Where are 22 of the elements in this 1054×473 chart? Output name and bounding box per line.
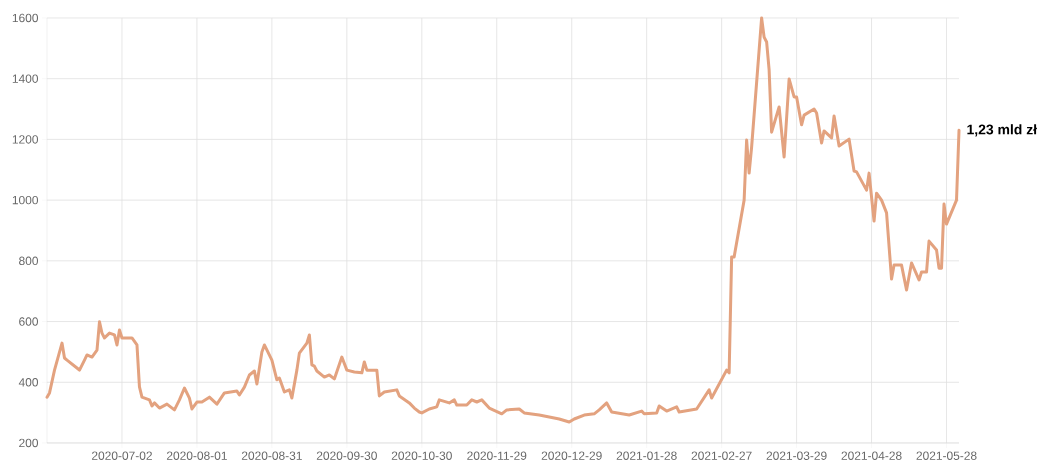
y-tick-label: 800 — [19, 256, 39, 266]
y-tick-label: 600 — [19, 317, 39, 326]
x-tick-label: 2020-12-29 — [541, 451, 602, 460]
x-tick-label: 2020-08-31 — [241, 451, 302, 460]
x-tick-label: 2020-09-30 — [316, 451, 377, 460]
y-tick-label: 200 — [19, 438, 39, 448]
x-tick-label: 2021-02-27 — [691, 451, 752, 460]
x-tick-label: 2020-11-29 — [467, 451, 527, 460]
y-tick-label: 1400 — [12, 74, 39, 83]
x-tick-label: 2021-03-29 — [766, 451, 827, 460]
y-tick-label: 1200 — [12, 135, 39, 144]
y-tick-label: 1600 — [12, 13, 39, 23]
x-tick-label: 2021-05-28 — [916, 451, 977, 460]
x-tick-label: 2020-08-01 — [166, 451, 227, 460]
x-tick-label: 2021-04-28 — [841, 451, 902, 460]
y-tick-label: 400 — [18, 378, 39, 387]
line-series — [45, 16, 961, 424]
x-tick-label: 2021-01-28 — [616, 451, 677, 460]
y-tick-label: 1000 — [12, 195, 39, 205]
annotation: 1,23 mld zł — [967, 124, 1037, 137]
x-tick-label: 2020-07-02 — [91, 451, 152, 460]
x-tick-label: 2020-10-30 — [391, 451, 452, 460]
